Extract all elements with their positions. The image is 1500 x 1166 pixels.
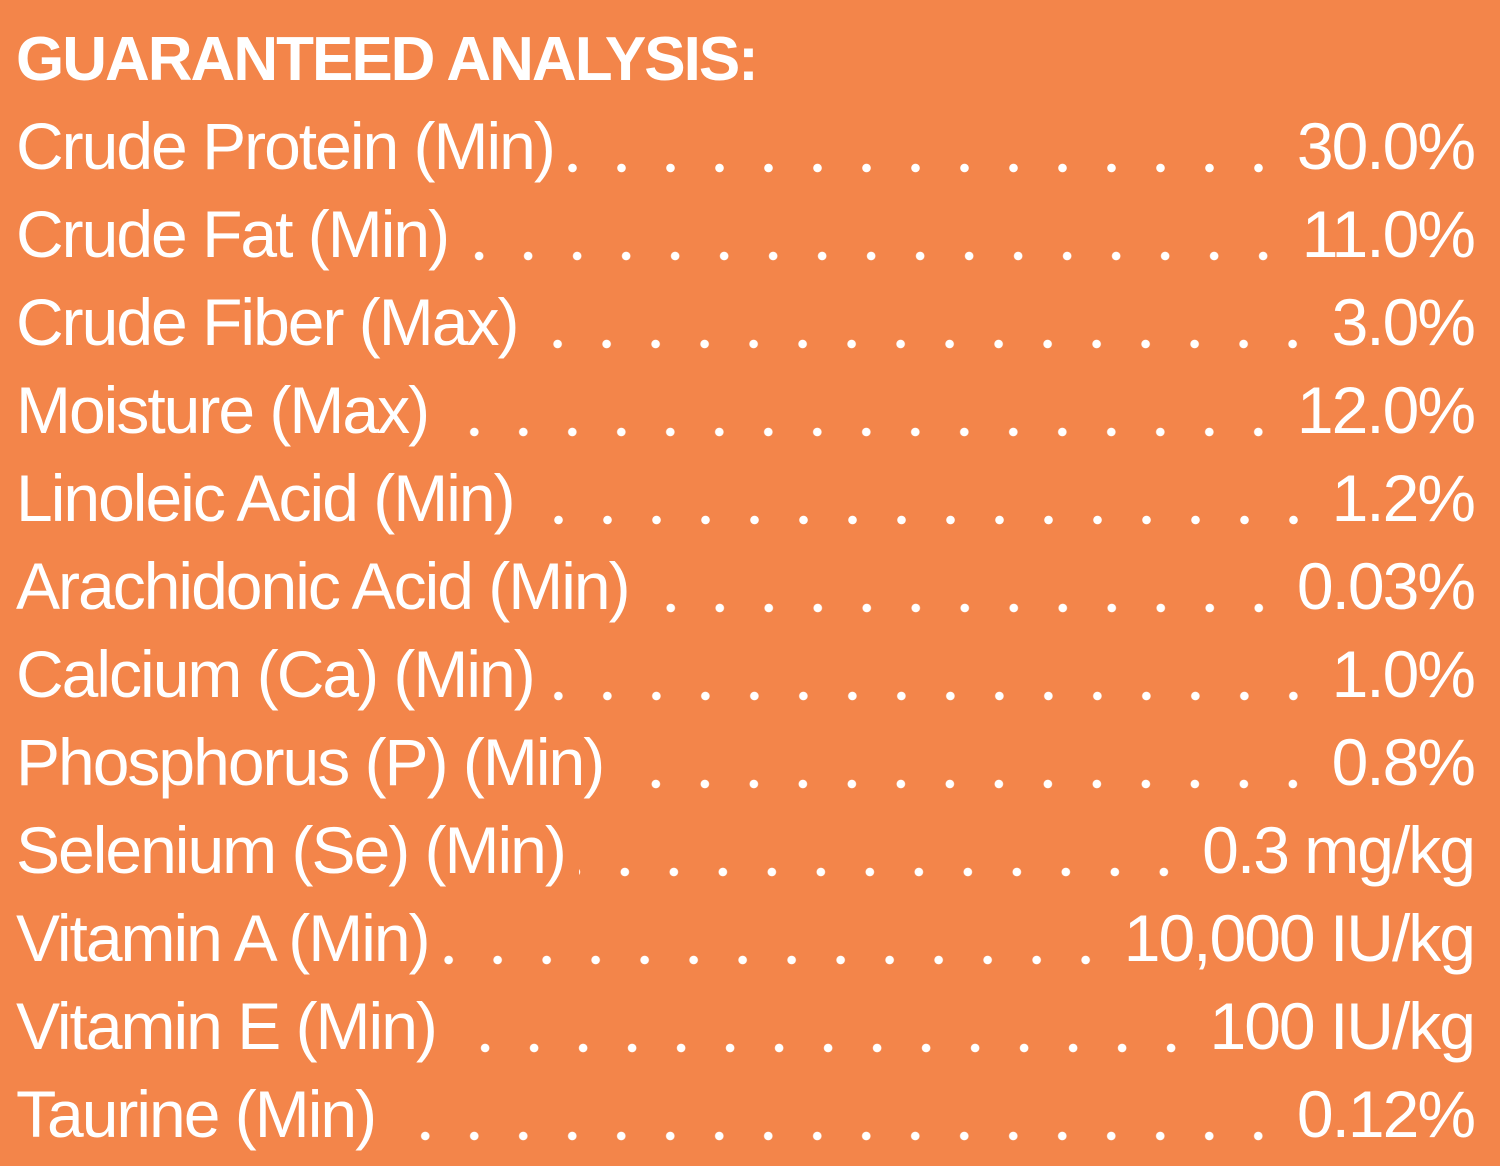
nutrient-value: 30.0% bbox=[1296, 109, 1476, 183]
analysis-row: Taurine (Min) 0.12% bbox=[16, 1070, 1476, 1158]
analysis-row: Vitamin E (Min) 100 IU/kg bbox=[16, 982, 1476, 1070]
analysis-row: Linoleic Acid (Min) 1.2% bbox=[16, 454, 1476, 542]
dot-leader bbox=[578, 838, 1189, 878]
nutrient-label: Linoleic Acid (Min) bbox=[16, 461, 516, 535]
nutrient-label: Moisture (Max) bbox=[16, 373, 430, 447]
dot-leader bbox=[449, 1014, 1196, 1054]
nutrient-value: 12.0% bbox=[1296, 373, 1476, 447]
nutrient-label: Vitamin A (Min) bbox=[16, 901, 431, 975]
dot-leader bbox=[547, 662, 1318, 702]
analysis-row: Selenium (Se) (Min) 0.3 mg/kg bbox=[16, 806, 1476, 894]
analysis-row: Crude Fiber (Max) 3.0% bbox=[16, 278, 1476, 366]
analysis-row: Calcium (Ca) (Min) 1.0% bbox=[16, 630, 1476, 718]
analysis-row: Crude Fat (Min) 11.0% bbox=[16, 190, 1476, 278]
nutrient-value: 3.0% bbox=[1331, 285, 1476, 359]
nutrient-label: Taurine (Min) bbox=[16, 1077, 377, 1151]
nutrient-value: 11.0% bbox=[1301, 197, 1476, 271]
analysis-row: Vitamin A (Min) 10,000 IU/kg bbox=[16, 894, 1476, 982]
analysis-row: Moisture (Max) 12.0% bbox=[16, 366, 1476, 454]
nutrient-label: Crude Fat (Min) bbox=[16, 197, 450, 271]
nutrient-value: 100 IU/kg bbox=[1209, 989, 1476, 1063]
analysis-row: Arachidonic Acid (Min) 0.03% bbox=[16, 542, 1476, 630]
nutrient-value: 0.03% bbox=[1296, 549, 1476, 623]
nutrient-label: Vitamin E (Min) bbox=[16, 989, 438, 1063]
title: GUARANTEED ANALYSIS: bbox=[16, 25, 759, 94]
nutrient-label: Selenium (Se) (Min) bbox=[16, 813, 567, 887]
nutrient-label: Phosphorus (P) (Min) bbox=[16, 725, 605, 799]
nutrient-value: 10,000 IU/kg bbox=[1123, 901, 1476, 975]
nutrient-label: Crude Fiber (Max) bbox=[16, 285, 519, 359]
analysis-list: Crude Protein (Min) 30.0% Crude Fat (Min) 1… bbox=[16, 102, 1476, 1158]
nutrient-value: 0.12% bbox=[1296, 1077, 1476, 1151]
dot-leader bbox=[442, 926, 1110, 966]
nutrient-label: Calcium (Ca) (Min) bbox=[16, 637, 536, 711]
dot-leader bbox=[527, 486, 1318, 526]
nutrient-label: Crude Protein (Min) bbox=[16, 109, 556, 183]
dot-leader bbox=[567, 134, 1283, 174]
dot-leader bbox=[442, 398, 1283, 438]
dot-leader bbox=[462, 222, 1288, 262]
dot-leader bbox=[617, 750, 1318, 790]
dot-leader bbox=[531, 310, 1318, 350]
dot-leader bbox=[642, 574, 1283, 614]
analysis-row: Phosphorus (P) (Min) 0.8% bbox=[16, 718, 1476, 806]
nutrient-value: 0.8% bbox=[1331, 725, 1476, 799]
analysis-row: Crude Protein (Min) 30.0% bbox=[16, 102, 1476, 190]
nutrient-value: 1.2% bbox=[1331, 461, 1476, 535]
dot-leader bbox=[389, 1102, 1283, 1142]
nutrient-value: 0.3 mg/kg bbox=[1202, 813, 1476, 887]
nutrient-value: 1.0% bbox=[1331, 637, 1476, 711]
nutrient-label: Arachidonic Acid (Min) bbox=[16, 549, 631, 623]
